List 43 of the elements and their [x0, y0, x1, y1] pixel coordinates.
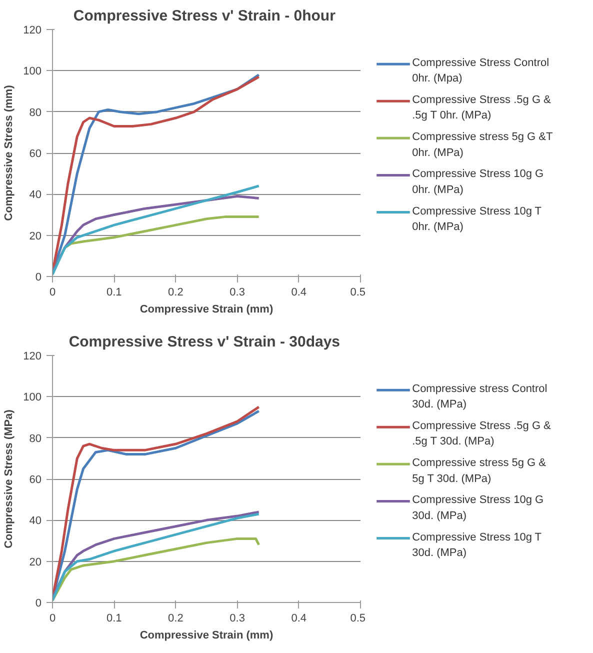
legend-label: Compressive Stress 10g G 30d. (MPa)	[412, 494, 544, 522]
y-tick-label: 20	[29, 230, 42, 242]
y-tick-label: 0	[35, 272, 42, 284]
legend-label: Compressive Stress .5g G & .5g T 0hr. (MPa)	[412, 94, 552, 122]
y-tick-label: 60	[29, 148, 42, 160]
x-tick-label: 0.2	[168, 612, 184, 624]
x-tick-label: 0.4	[291, 612, 307, 624]
legend-label: Compressive stress 5g G & 5g T 30d. (MPa)	[412, 457, 547, 485]
legend-label: Compressive stress Control 30d. (MPa)	[412, 383, 548, 411]
x-tick-label: 0.3	[230, 612, 245, 624]
x-tick-label: 0	[49, 612, 56, 624]
line-series	[52, 537, 260, 602]
x-tick-label: 0.2	[168, 286, 184, 298]
y-tick-label: 80	[29, 432, 42, 445]
y-tick-label: 120	[23, 350, 42, 362]
y-tick-label: 120	[23, 24, 42, 36]
legend-label: Compressive stress 5g G &T 0hr. (MPa)	[412, 131, 553, 159]
legend-label: Compressive Stress 10g T 30d. (MPa)	[412, 531, 542, 559]
y-tick-label: 20	[29, 556, 42, 568]
y-tick-label: 80	[29, 106, 42, 119]
y-tick-label: 40	[29, 189, 42, 202]
chart-title: Compressive Stress v' Strain - 0hour	[73, 8, 336, 24]
y-axis-title: Compressive Stress (MPa)	[3, 409, 16, 548]
x-tick-label: 0.5	[350, 612, 366, 624]
x-tick-label: 0.4	[291, 286, 307, 298]
y-tick-label: 100	[23, 392, 42, 404]
y-tick-label: 0	[35, 598, 42, 610]
x-axis-title: Compressive Strain (mm)	[140, 630, 274, 642]
y-tick-label: 40	[29, 515, 42, 528]
legend-label: Compressive Stress Control 0hr. (Mpa)	[412, 57, 550, 85]
x-tick-label: 0.1	[106, 286, 122, 298]
x-axis-title: Compressive Strain (mm)	[140, 304, 274, 316]
legend-label: Compressive Stress 10g G 0hr. (MPa)	[412, 168, 544, 196]
legend-label: Compressive Stress .5g G & .5g T 30d. (MPa)	[412, 420, 552, 448]
x-tick-label: 0	[49, 286, 56, 298]
x-tick-label: 0.5	[350, 286, 366, 298]
x-tick-label: 0.3	[230, 286, 245, 298]
x-tick-label: 0.1	[106, 612, 122, 624]
chart-title: Compressive Stress v' Strain - 30days	[68, 334, 340, 350]
y-axis-title: Compressive Stress (mm)	[3, 84, 16, 221]
y-tick-label: 60	[29, 474, 42, 486]
legend-label: Compressive Stress 10g T 0hr. (MPa)	[412, 205, 542, 233]
y-tick-label: 100	[23, 66, 42, 78]
